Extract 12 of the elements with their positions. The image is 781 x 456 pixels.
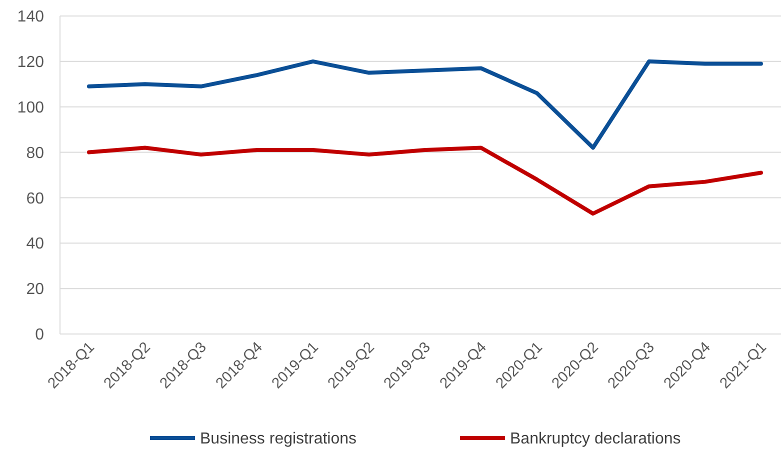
y-tick-label: 140 bbox=[17, 8, 44, 26]
line-series bbox=[87, 146, 763, 216]
y-tick-label: 60 bbox=[26, 190, 44, 208]
y-tick-label: 20 bbox=[26, 281, 44, 298]
legend-label: Bankruptcy declarations bbox=[510, 430, 681, 448]
y-tick-label: 0 bbox=[35, 326, 44, 344]
y-tick-label: 100 bbox=[17, 99, 44, 116]
y-tick-label: 80 bbox=[26, 144, 44, 162]
y-tick-label: 120 bbox=[17, 54, 44, 72]
y-tick-label: 40 bbox=[26, 236, 44, 253]
line-series bbox=[87, 59, 763, 150]
legend-label: Business registrations bbox=[200, 430, 357, 448]
